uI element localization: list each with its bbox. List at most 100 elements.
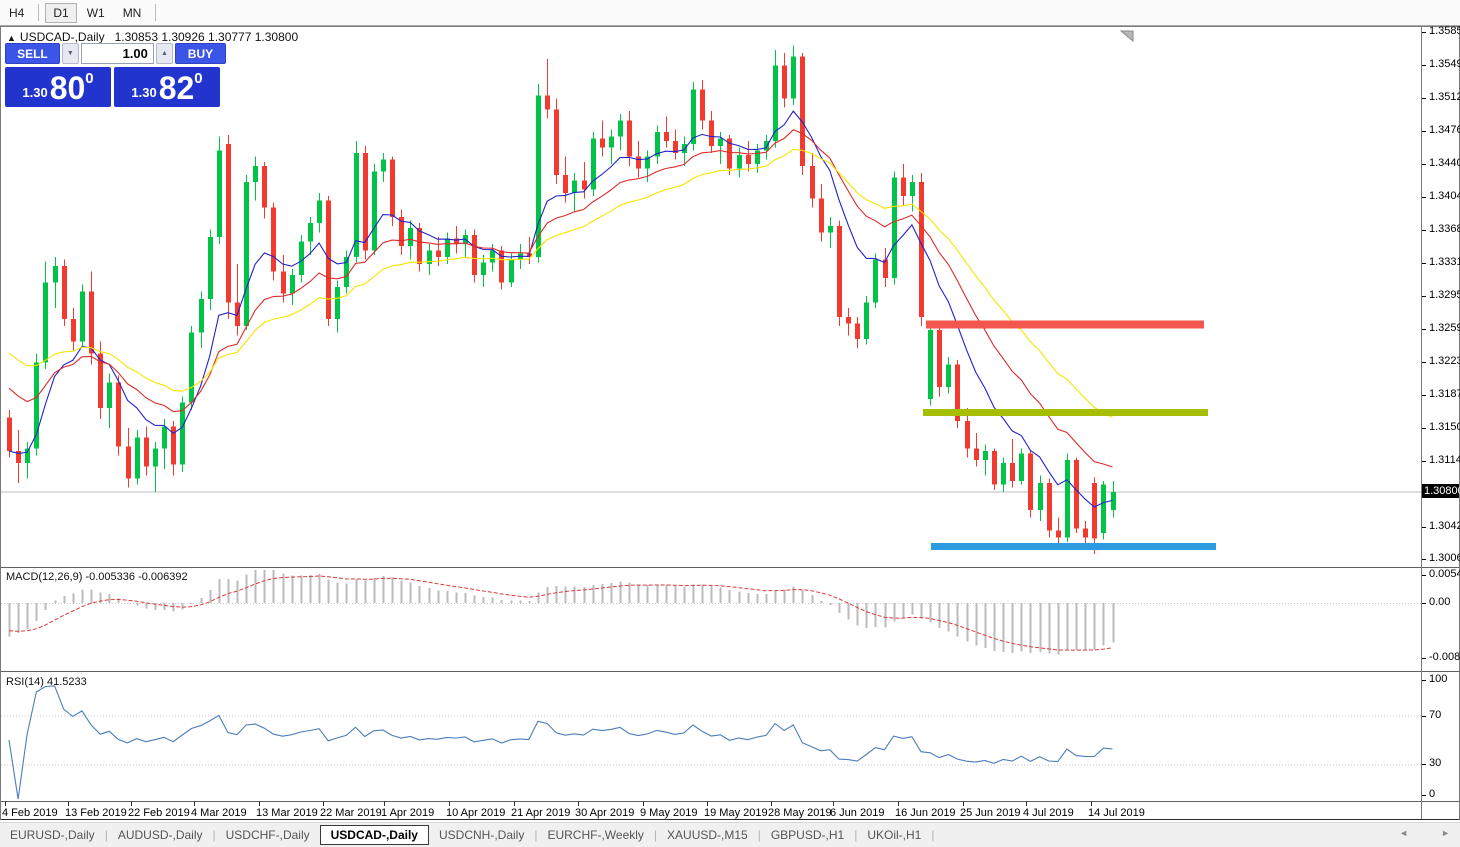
tab-divider: |	[854, 828, 858, 842]
price-axis-label: 1.33310	[1429, 256, 1460, 268]
candle-body	[883, 259, 888, 278]
one-click-trading-widget: SELL ▼ ▲ BUY 1.30 80 0 1.30 82	[5, 43, 226, 107]
rsi-axis-label-tick	[1422, 764, 1426, 765]
candle-body	[591, 138, 596, 190]
tab-divider: |	[212, 828, 216, 842]
time-axis-label: 1 Apr 2019	[381, 807, 434, 819]
horizontal-level-mid-olive[interactable]	[923, 409, 1208, 417]
candle-body	[718, 138, 723, 146]
price-axis[interactable]: 1.35850 1.35490 1.35120 1.34760 1.34400 1.340…	[1421, 25, 1460, 819]
macd-axis-label: -0.008973	[1429, 651, 1460, 663]
timeframe-button-d1[interactable]: D1	[45, 2, 77, 23]
candle-body	[89, 291, 94, 354]
candle-body	[427, 250, 432, 265]
window-gap	[0, 820, 1460, 822]
timeframe-button-h4[interactable]: H4	[9, 5, 25, 20]
sell-button[interactable]: SELL	[5, 43, 60, 64]
candle-body	[755, 150, 760, 165]
tab-divider: |	[931, 828, 935, 842]
candle-body	[764, 141, 769, 151]
chart-plot-area[interactable]: 4 Feb 2019 13 Feb 2019 22 Feb 2019 4 Mar 20…	[1, 27, 1421, 819]
price-axis-label-tick	[1422, 98, 1426, 99]
horizontal-level-resistance-red[interactable]	[926, 320, 1204, 329]
chart-tab-ukoil[interactable]: UKOil-,H1	[867, 828, 922, 842]
time-axis-label: 22 Mar 2019	[320, 807, 382, 819]
candle-body	[901, 177, 906, 196]
candle-body	[709, 120, 714, 146]
tab-scroll-left-icon[interactable]: ◄	[1399, 828, 1408, 838]
horizontal-level-support-blue[interactable]	[931, 543, 1216, 551]
candle-body	[71, 318, 76, 342]
candle-body	[609, 136, 614, 148]
time-axis-label: 4 Jul 2019	[1023, 807, 1074, 819]
chart-symbol: USDCAD-,Daily	[19, 30, 105, 44]
time-axis-label: 21 Apr 2019	[511, 807, 570, 819]
price-axis-label: 1.34400	[1429, 157, 1460, 169]
candle-body	[737, 154, 742, 169]
candle-body	[782, 65, 787, 99]
candle-body	[509, 259, 514, 283]
candle-body	[1074, 460, 1079, 529]
candle-body	[253, 165, 258, 183]
candle-body	[445, 238, 450, 257]
price-axis-label: 1.32590	[1429, 322, 1460, 334]
buy-button[interactable]: BUY	[174, 43, 226, 64]
price-axis-label: 1.34760	[1429, 124, 1460, 136]
chart-tab-eurusd[interactable]: EURUSD-,Daily	[10, 828, 95, 842]
axis-panel-separator	[1422, 567, 1459, 568]
candle-body	[928, 329, 933, 400]
chart-tab-eurchf[interactable]: EURCHF-,Weekly	[547, 828, 644, 842]
candle-body	[974, 448, 979, 461]
candle-body	[992, 451, 997, 485]
macd-axis-label-tick	[1422, 658, 1426, 659]
buy-price-pipette: 0	[194, 70, 203, 87]
candle-body	[664, 132, 669, 142]
chart-tab-usdchf[interactable]: USDCHF-,Daily	[225, 828, 310, 842]
volume-input[interactable]	[80, 43, 154, 64]
tab-divider: |	[653, 828, 658, 842]
candle-body	[1083, 528, 1088, 538]
candle-body	[25, 448, 30, 463]
price-axis-label-tick	[1422, 395, 1426, 396]
chart-tab-xauusd[interactable]: XAUUSD-,M15	[667, 828, 748, 842]
candle-body	[162, 426, 167, 449]
candle-body	[372, 171, 377, 251]
time-axis-label: 9 May 2019	[640, 807, 697, 819]
buy-price-panel[interactable]: 1.30 82 0	[114, 67, 220, 107]
tab-divider: |	[104, 828, 108, 842]
chart-tab-usdcad[interactable]: USDCAD-,Daily	[319, 825, 429, 845]
timeframe-button-w1[interactable]: W1	[86, 5, 105, 20]
candle-body	[281, 271, 286, 294]
candle-body	[299, 241, 304, 276]
chart-shift-marker-icon[interactable]	[1119, 30, 1134, 43]
moving-average-9	[8, 110, 1113, 508]
chart-tab-gbpusd[interactable]: GBPUSD-,H1	[770, 828, 845, 842]
collapse-triangle-icon[interactable]: ▲	[7, 33, 16, 43]
candle-body	[481, 262, 486, 276]
candle-body	[208, 236, 213, 299]
price-axis-label: 1.34040	[1429, 190, 1460, 202]
price-axis-label-tick	[1422, 329, 1426, 330]
rsi-axis-label-tick	[1422, 795, 1426, 796]
timeframe-button-mn[interactable]: MN	[122, 5, 142, 20]
time-axis-label: 13 Mar 2019	[256, 807, 318, 819]
tab-scroll-right-icon[interactable]: ►	[1441, 828, 1450, 838]
sell-price-panel[interactable]: 1.30 80 0	[5, 67, 111, 107]
volume-decrease-button[interactable]: ▼	[61, 43, 79, 64]
chart-tab-audusd[interactable]: AUDUSD-,Daily	[117, 828, 203, 842]
macd-indicator-label: MACD(12,26,9) -0.005336 -0.006392	[6, 571, 188, 583]
candle-body	[80, 291, 85, 342]
candle-body	[335, 287, 340, 319]
price-chart-canvas[interactable]: 4 Feb 2019 13 Feb 2019 22 Feb 2019 4 Mar 20…	[1, 27, 1421, 819]
candle-body	[354, 153, 359, 257]
candle-body	[226, 143, 231, 303]
candle-body	[1056, 530, 1061, 538]
candle-body	[1038, 482, 1043, 511]
volume-increase-button[interactable]: ▲	[155, 43, 173, 64]
candle-body	[408, 227, 413, 247]
time-axis[interactable]: 4 Feb 2019 13 Feb 2019 22 Feb 2019 4 Mar 20…	[2, 801, 1145, 819]
current-price-tag: 1.30800	[1422, 484, 1460, 498]
candle-body	[864, 302, 869, 339]
chart-tab-usdcnh[interactable]: USDCNH-,Daily	[438, 828, 525, 842]
